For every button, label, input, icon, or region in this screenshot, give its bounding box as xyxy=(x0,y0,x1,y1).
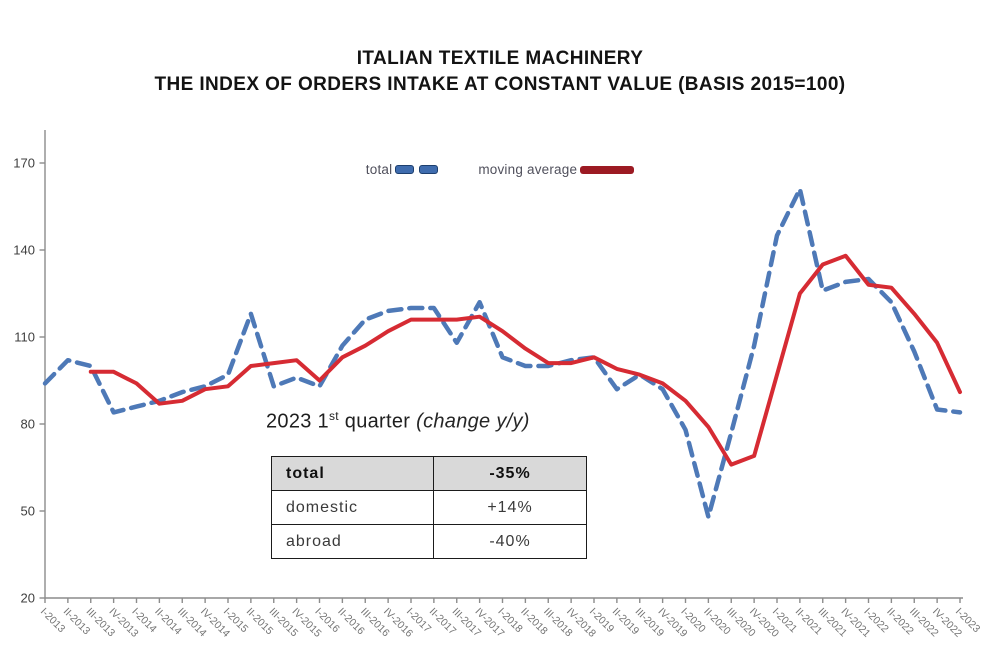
table-cell-domestic-value: +14% xyxy=(433,490,587,525)
legend-total-label: total xyxy=(365,162,393,177)
svg-text:20: 20 xyxy=(21,591,35,606)
x-axis-labels: I-2013II-2013III-2013IV-2013I-2014II-201… xyxy=(38,606,983,640)
table-cell-total-label: total xyxy=(271,456,434,491)
quarter-annotation: 2023 1st quarter (change y/y) xyxy=(266,409,530,434)
orders-index-line-chart: 20 50 80 110 140 170 I-2013II-2013III-2013IV-2… xyxy=(13,130,983,640)
annotation-change-label: (change y/y) xyxy=(416,410,530,433)
svg-text:50: 50 xyxy=(21,504,35,519)
axes xyxy=(39,130,963,603)
blue-dash-icon xyxy=(395,165,415,174)
table-row-total: total -35% xyxy=(271,456,587,491)
table-row-abroad: abroad -40% xyxy=(271,524,587,559)
blue-dash-icon xyxy=(419,165,439,174)
table-cell-total-value: -35% xyxy=(433,456,587,491)
annotation-year: 2023 1 xyxy=(266,410,329,433)
svg-text:170: 170 xyxy=(13,156,35,171)
series-moving-average-line xyxy=(88,253,962,467)
table-cell-abroad-value: -40% xyxy=(433,524,587,559)
series-total-line xyxy=(42,186,963,520)
svg-text:140: 140 xyxy=(13,243,35,258)
annotation-quarter: quarter xyxy=(338,410,417,433)
svg-text:80: 80 xyxy=(21,417,35,432)
chart-title-line2: THE INDEX OF ORDERS INTAKE AT CONSTANT V… xyxy=(154,74,846,95)
chart-title: ITALIAN TEXTILE MACHINERY THE INDEX OF O… xyxy=(0,46,1000,98)
table-row-domestic: domestic +14% xyxy=(271,490,587,525)
legend-moving-average-label: moving average xyxy=(478,162,578,177)
annotation-superscript: st xyxy=(328,409,339,423)
svg-text:110: 110 xyxy=(14,330,35,345)
legend-total-dashed-swatch xyxy=(395,165,439,174)
table-cell-domestic-label: domestic xyxy=(271,490,434,525)
y-axis-labels: 20 50 80 110 140 170 xyxy=(13,156,35,606)
chart-title-line1: ITALIAN TEXTILE MACHINERY xyxy=(356,48,644,69)
svg-text:I-2013: I-2013 xyxy=(38,606,68,636)
legend-moving-average-swatch xyxy=(580,165,635,174)
chart-legend: total moving average xyxy=(0,162,1000,177)
summary-table: total -35% domestic +14% abroad -40% xyxy=(271,456,587,559)
table-cell-abroad-label: abroad xyxy=(271,524,434,559)
